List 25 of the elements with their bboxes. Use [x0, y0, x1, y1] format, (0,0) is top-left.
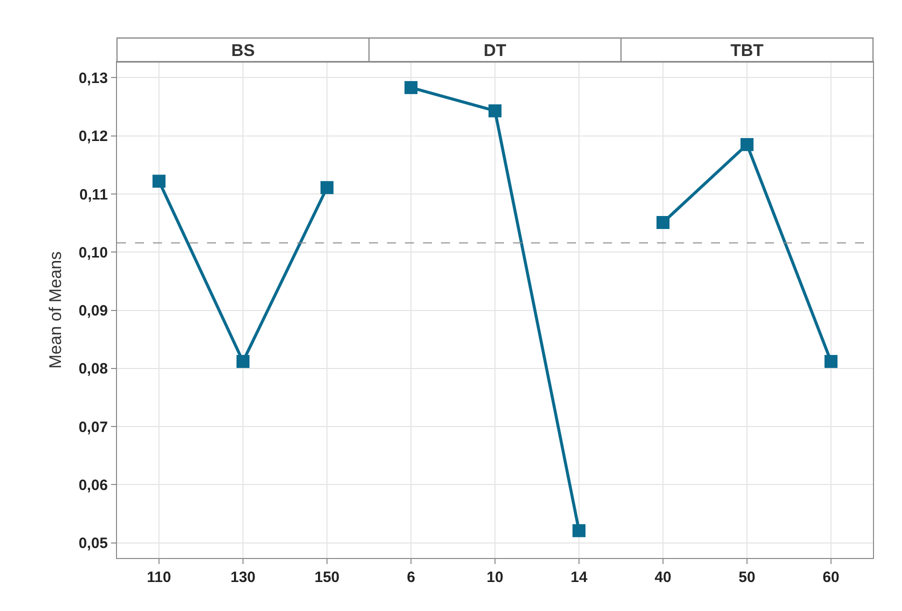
y-tick-label: 0,07	[78, 418, 108, 436]
chart-title: TBT	[730, 40, 764, 60]
point	[152, 174, 166, 188]
point	[320, 181, 334, 194]
x-tick-label: 50	[738, 569, 756, 586]
y-tick-label: 0,09	[78, 302, 108, 320]
y-tick-label: 0,10	[78, 244, 108, 262]
y-tick-label: 0,11	[79, 186, 108, 204]
x-tick-label: 10	[486, 569, 504, 586]
x-tick-label: 40	[654, 569, 672, 586]
x-tick-label: 14	[570, 569, 588, 586]
y-tick-label: 0,06	[78, 476, 108, 494]
chart-title: BS	[231, 40, 255, 60]
x-tick-label: 60	[822, 569, 840, 586]
x-tick-label: 130	[230, 569, 256, 586]
y-tick-label: 0,08	[78, 360, 108, 378]
chart-title: DT	[484, 40, 507, 60]
y-tick-label: 0,13	[78, 70, 108, 87]
y-axis-title: Mean of Means	[46, 251, 66, 369]
x-tick-label: 110	[146, 569, 172, 586]
y-tick-label: 0,05	[78, 535, 108, 552]
x-tick-label: 6	[406, 569, 416, 586]
y-tick-label: 0,12	[78, 128, 108, 146]
point	[236, 354, 250, 368]
x-tick-label: 150	[314, 569, 340, 586]
